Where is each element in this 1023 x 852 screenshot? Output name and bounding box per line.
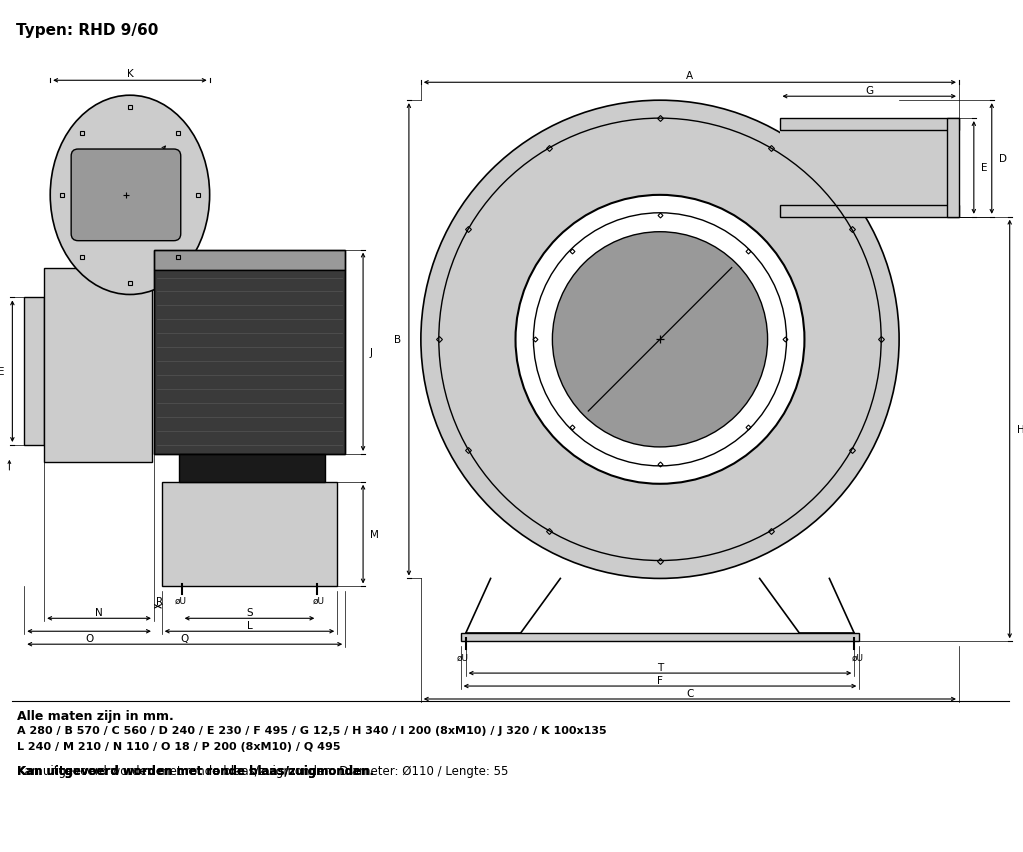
FancyBboxPatch shape [72, 150, 181, 241]
Text: A 280 / B 570 / C 560 / D 240 / E 230 / F 495 / G 12,5 / H 340 / I 200 (8xM10) /: A 280 / B 570 / C 560 / D 240 / E 230 / … [17, 725, 607, 735]
Text: Kan uitgevoerd worden met ronde blaas/zuigmonden.: Kan uitgevoerd worden met ronde blaas/zu… [17, 764, 379, 777]
Circle shape [420, 101, 899, 579]
Text: L: L [247, 620, 253, 630]
Bar [780, 119, 959, 217]
Bar [153, 270, 345, 454]
Bar [780, 119, 959, 131]
Text: O: O [85, 634, 93, 643]
Text: S: S [247, 607, 253, 618]
Text: E: E [981, 164, 987, 173]
Text: L 240 / M 210 / N 110 / O 18 / P 200 (8xM10) / Q 495: L 240 / M 210 / N 110 / O 18 / P 200 (8x… [17, 741, 341, 751]
Bar [44, 268, 151, 463]
Text: N: N [95, 607, 103, 618]
Bar [25, 298, 44, 446]
Text: D: D [998, 154, 1007, 164]
Text: T: T [657, 662, 663, 672]
Text: G: G [865, 86, 874, 96]
Text: K: K [127, 69, 133, 79]
Text: P: P [109, 191, 117, 200]
Text: E: E [0, 366, 4, 377]
Bar [947, 119, 959, 217]
Circle shape [516, 196, 804, 484]
Text: øU: øU [312, 596, 324, 605]
Bar [153, 250, 345, 454]
Circle shape [552, 233, 767, 447]
Text: øU: øU [851, 653, 863, 662]
Text: R: R [157, 596, 164, 607]
Bar [179, 454, 325, 482]
Text: Typen: RHD 9/60: Typen: RHD 9/60 [16, 24, 159, 38]
Text: B: B [394, 335, 401, 345]
Text: J: J [370, 348, 373, 357]
Text: Alle maten zijn in mm.: Alle maten zijn in mm. [17, 709, 174, 722]
Text: Kan uitgevoerd worden met ronde blaas/zuigmonden. Diameter: Ø110 / Lengte: 55: Kan uitgevoerd worden met ronde blaas/zu… [17, 764, 508, 777]
Bar [162, 482, 338, 587]
Text: F: F [657, 676, 663, 685]
Text: øU: øU [175, 596, 187, 605]
Text: M: M [370, 529, 379, 539]
Text: A: A [686, 72, 694, 81]
Text: øU: øU [456, 653, 469, 662]
Text: H: H [1017, 424, 1023, 435]
Bar [460, 634, 859, 642]
Text: i: i [672, 341, 675, 351]
Ellipse shape [50, 96, 210, 295]
Bar [153, 250, 345, 270]
Bar [780, 205, 959, 217]
Text: Q: Q [181, 634, 189, 643]
Text: Kan uitgevoerd worden met ronde blaas/zuigmonden.: Kan uitgevoerd worden met ronde blaas/zu… [17, 764, 379, 777]
Text: C: C [686, 688, 694, 698]
